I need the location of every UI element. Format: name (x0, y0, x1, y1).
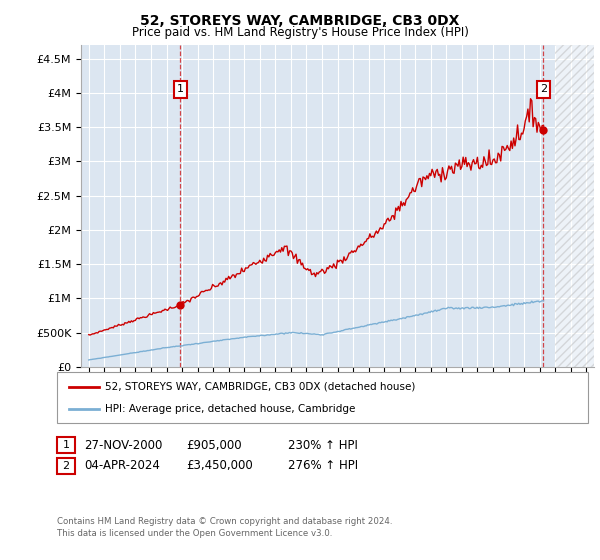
Text: Price paid vs. HM Land Registry's House Price Index (HPI): Price paid vs. HM Land Registry's House … (131, 26, 469, 39)
Text: 27-NOV-2000: 27-NOV-2000 (84, 438, 163, 452)
Text: 1: 1 (177, 85, 184, 94)
Text: £905,000: £905,000 (186, 438, 242, 452)
Text: 2: 2 (62, 461, 70, 471)
Text: 2: 2 (540, 85, 547, 94)
Text: 230% ↑ HPI: 230% ↑ HPI (288, 438, 358, 452)
Text: 52, STOREYS WAY, CAMBRIDGE, CB3 0DX: 52, STOREYS WAY, CAMBRIDGE, CB3 0DX (140, 14, 460, 28)
Text: Contains HM Land Registry data © Crown copyright and database right 2024.
This d: Contains HM Land Registry data © Crown c… (57, 517, 392, 538)
Text: £3,450,000: £3,450,000 (186, 459, 253, 473)
Text: 276% ↑ HPI: 276% ↑ HPI (288, 459, 358, 473)
Text: 52, STOREYS WAY, CAMBRIDGE, CB3 0DX (detached house): 52, STOREYS WAY, CAMBRIDGE, CB3 0DX (det… (105, 381, 415, 391)
Text: 1: 1 (62, 440, 70, 450)
Text: 04-APR-2024: 04-APR-2024 (84, 459, 160, 473)
Bar (555, 45, 594, 367)
Text: HPI: Average price, detached house, Cambridge: HPI: Average price, detached house, Camb… (105, 404, 355, 414)
